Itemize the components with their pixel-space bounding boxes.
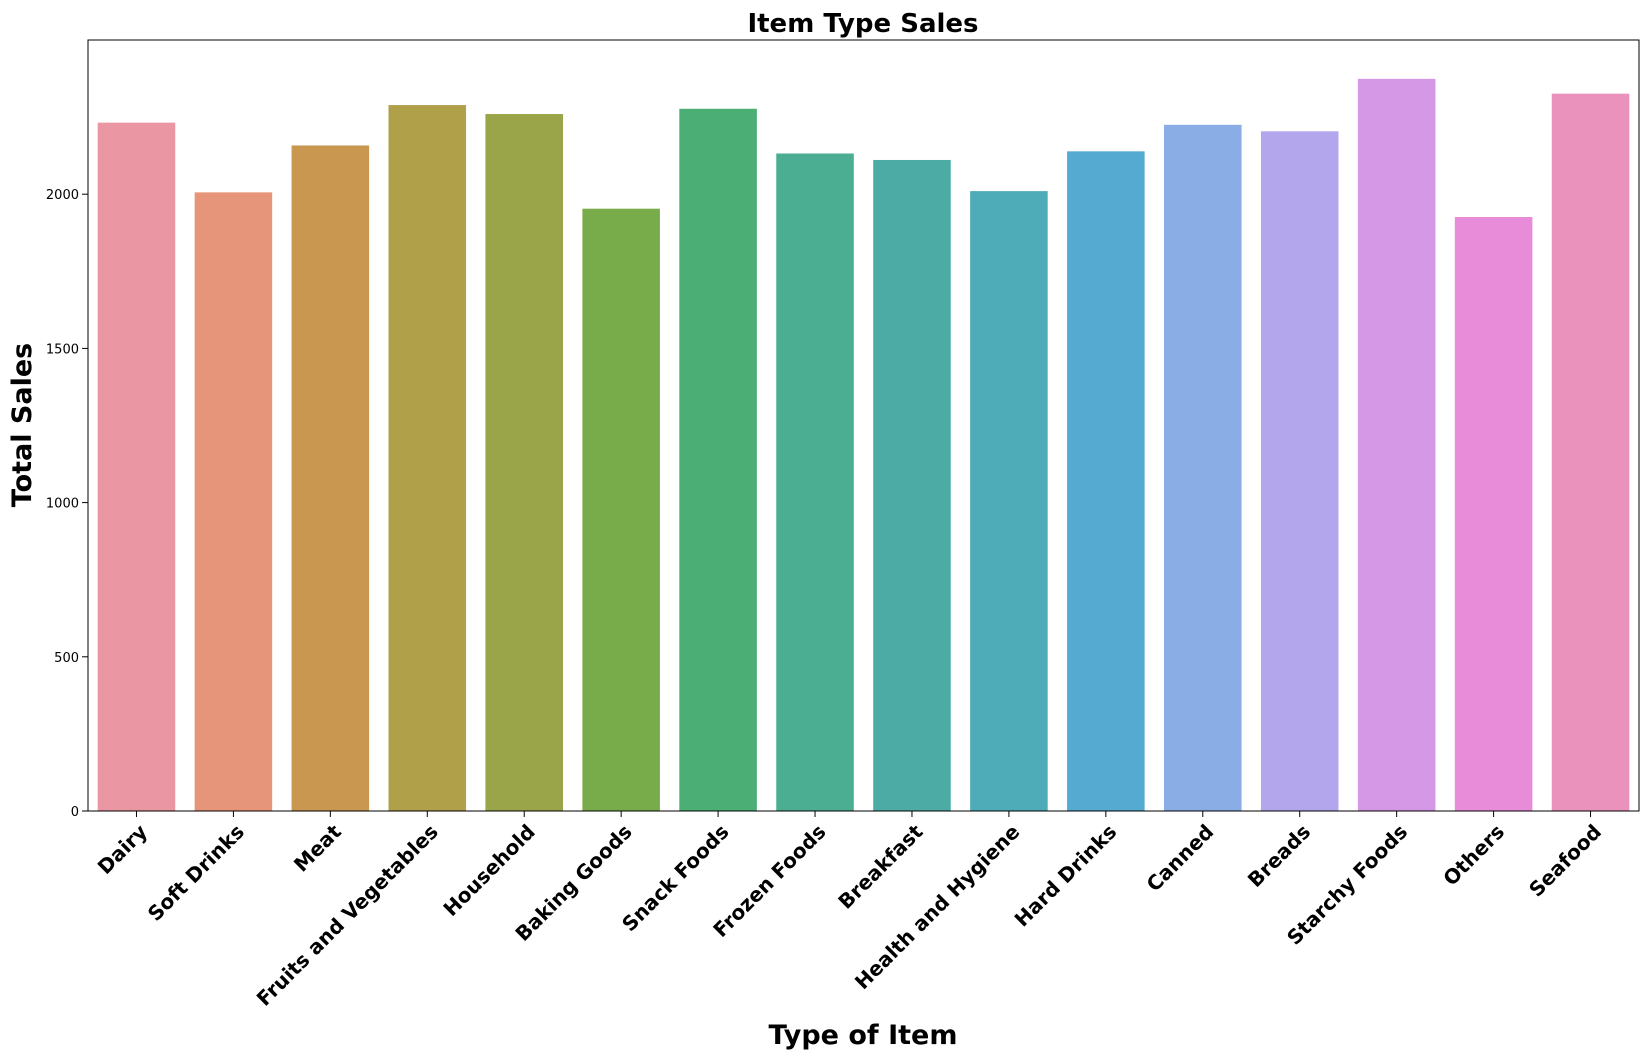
y-axis: 0 500 1000 1500 2000 [46, 188, 88, 820]
x-tick-label-seafood: Seafood [1524, 820, 1606, 902]
x-tick-label-breakfast: Breakfast [833, 819, 927, 913]
x-tick-label-meat: Meat [289, 819, 346, 876]
bar-hard-drinks [1067, 151, 1145, 811]
x-tick-label-others: Others [1438, 820, 1509, 891]
y-tick-label-1500: 1500 [46, 342, 79, 357]
plot-frame [87, 39, 1640, 812]
x-tick-label-hard-drinks: Hard Drinks [1010, 820, 1122, 932]
x-axis-label: Type of Item [769, 1020, 958, 1051]
x-tick-label-soft-drinks: Soft Drinks [143, 820, 249, 926]
y-tick-label-1000: 1000 [46, 497, 79, 512]
x-tick-label-household: Household [438, 820, 539, 921]
bars-group [97, 78, 1630, 812]
bar-breakfast [873, 159, 951, 812]
bar-canned [1164, 124, 1242, 811]
x-tick-label-fruits-and-vegetables: Fruits and Vegetables [252, 820, 443, 1011]
y-tick-label-500: 500 [54, 651, 79, 666]
bar-frozen-foods [776, 153, 854, 812]
bar-others [1454, 217, 1533, 811]
bar-meat [291, 145, 370, 812]
bar-household [485, 114, 563, 811]
bar-dairy [97, 122, 176, 811]
x-tick-label-health-and-hygiene: Health and Hygiene [850, 820, 1024, 994]
x-tick-label-dairy: Dairy [93, 820, 152, 879]
y-tick-label-2000: 2000 [46, 188, 79, 203]
x-tick-label-canned: Canned [1142, 820, 1219, 897]
bar-fruits-and-vegetables [388, 105, 467, 811]
x-tick-label-breads: Breads [1243, 820, 1315, 892]
bar-soft-drinks [194, 192, 273, 812]
bar-baking-goods [582, 208, 660, 811]
chart-title: Item Type Sales [747, 9, 978, 39]
bar-health-and-hygiene [970, 191, 1048, 811]
y-tick-label-0: 0 [71, 805, 79, 820]
bar-breads [1260, 131, 1339, 812]
bar-seafood [1551, 93, 1630, 811]
y-axis-label: Total Sales [7, 343, 38, 507]
bar-snack-foods [679, 108, 757, 811]
bar-starchy-foods [1357, 78, 1436, 812]
